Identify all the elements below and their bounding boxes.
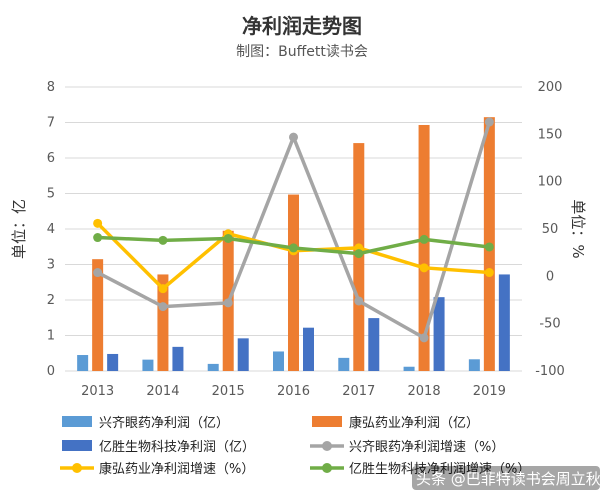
line-2-point-2014 [158,284,167,293]
bar-2-2016 [288,195,299,371]
legend-marker-5 [72,463,82,473]
bar-3-2015 [238,338,249,371]
legend-marker-6 [322,463,332,473]
bar-3-2013 [107,354,118,371]
y-right-tick-label: 200 [538,80,563,95]
line-2-point-2018 [420,263,429,272]
line-3-point-2015 [224,234,233,243]
x-tick-label: 2013 [81,384,114,399]
legend-label-3: 亿胜生物科技净利润（亿） [99,440,255,455]
line-1-point-2019 [485,118,494,127]
y-left-tick-label: 6 [47,151,55,166]
bar-3-2016 [303,328,314,371]
legend-swatch-3 [62,440,92,451]
line-3-point-2016 [289,243,298,252]
bar-1-2014 [142,360,153,371]
watermark-text: 头条 @巴菲特读书会周立秋 [416,470,601,488]
y-left-tick-label: 2 [47,293,55,308]
y-left-tick-label: 5 [47,187,55,202]
legend-label-1: 兴齐眼药净利润（亿） [99,415,229,431]
chart-container: 净利润走势图 制图：Buffett读书会 0 1 2 3 4 5 6 7 8 -100 -50 0 50… [0,0,604,497]
bar-1-2017 [338,358,349,371]
y-left-tick-label: 1 [47,329,55,344]
bar-1-2015 [208,364,219,371]
bar-3-2018 [434,297,445,371]
line-3-point-2018 [420,235,429,244]
x-tick-label: 2017 [342,384,375,399]
bar-3-2014 [172,347,183,371]
y-left-tick-label: 3 [47,258,55,273]
legend-marker-4 [322,441,332,451]
bar-3-2019 [499,274,510,371]
y-left-tick-label: 7 [47,116,55,131]
line-1-point-2016 [289,133,298,142]
bar-1-2013 [77,355,88,371]
y-right-tick-label: -100 [535,364,565,379]
bar-3-2017 [368,318,379,371]
line-1-point-2013 [93,268,102,277]
bar-1-2018 [404,367,415,371]
line-1-point-2017 [354,296,363,305]
chart-title: 净利润走势图 [242,14,362,38]
y-right-tick-label: 50 [542,222,559,237]
y-right-axis-title: 单位：% [569,199,587,258]
x-tick-label: 2018 [408,384,441,399]
y-right-tick-label: 100 [538,175,563,190]
chart-subtitle: 制图：Buffett读书会 [236,43,368,60]
line-2-point-2019 [485,268,494,277]
line-1-point-2014 [158,302,167,311]
x-tick-label: 2016 [277,384,310,399]
y-left-tick-label: 8 [47,80,55,95]
legend-label-2: 康弘药业净利润（亿） [349,415,479,431]
line-3-point-2013 [93,233,102,242]
legend-swatch-2 [312,416,342,427]
x-tick-label: 2019 [473,384,506,399]
x-tick-label: 2014 [146,384,179,399]
line-3-point-2017 [354,249,363,258]
legend-label-5: 康弘药业净利润增速（%） [99,461,254,477]
legend-swatch-1 [62,416,92,427]
y-right-tick-label: -50 [539,317,560,332]
x-tick-label: 2015 [212,384,245,399]
y-left-axis-title: 单位：亿 [10,199,28,259]
bar-1-2016 [273,351,284,371]
bar-1-2019 [469,359,480,371]
line-1-point-2018 [420,333,429,342]
y-right-tick-label: 150 [538,127,563,142]
y-left-tick-label: 4 [47,222,55,237]
line-1-point-2015 [224,298,233,307]
y-right-tick-label: 0 [546,269,554,284]
line-3-point-2014 [158,236,167,245]
y-left-tick-label: 0 [47,364,55,379]
legend-label-4: 兴齐眼药净利润增速（%） [349,439,504,455]
line-2-point-2013 [93,219,102,228]
chart-svg: 净利润走势图 制图：Buffett读书会 0 1 2 3 4 5 6 7 8 -100 -50 0 50… [0,0,604,497]
line-3-point-2019 [485,242,494,251]
